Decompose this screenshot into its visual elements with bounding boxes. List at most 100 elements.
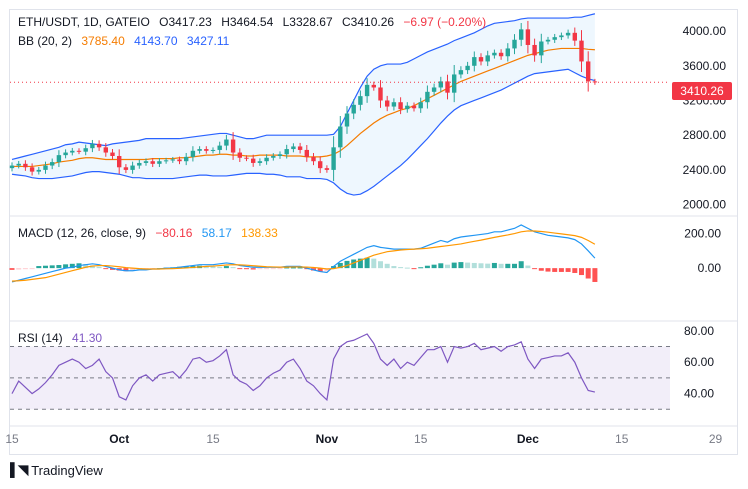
candle-body — [378, 87, 383, 101]
candle-body — [311, 156, 316, 162]
candle-body — [331, 147, 336, 170]
macd-histogram-bar — [29, 268, 35, 270]
macd-histogram-bar — [324, 268, 330, 272]
candle-body — [244, 157, 249, 159]
bb-label[interactable]: BB (20, 2) — [18, 34, 73, 48]
macd-hist-value: −80.16 — [155, 226, 193, 240]
candle-body — [16, 163, 21, 166]
macd-histogram-bar — [411, 268, 417, 270]
candle-body — [170, 159, 175, 161]
macd-histogram-bar — [357, 258, 363, 269]
macd-histogram-bar — [404, 267, 410, 269]
price-tick-label: 2000.00 — [683, 198, 727, 212]
macd-histogram-bar — [69, 263, 75, 269]
macd-histogram-bar — [257, 268, 263, 270]
symbol-label[interactable]: ETH/USDT, 1D, GATEIO — [18, 15, 150, 29]
macd-histogram-bar — [471, 262, 477, 269]
macd-histogram-bar — [532, 268, 538, 270]
last-price-tag: 3410.26 — [672, 82, 732, 100]
candle-body — [143, 161, 149, 163]
macd-label[interactable]: MACD (12, 26, close, 9) — [18, 226, 147, 240]
macd-histogram-bar — [585, 268, 591, 279]
candle-body — [472, 57, 477, 66]
candle-body — [559, 35, 564, 38]
macd-histogram-bar — [418, 267, 424, 269]
macd-histogram-bar — [36, 266, 42, 269]
macd-histogram-bar — [9, 268, 15, 270]
macd-histogram-bar — [451, 262, 457, 269]
time-tick-label: 15 — [5, 432, 19, 446]
candle-body — [519, 29, 524, 40]
macd-histogram-bar — [250, 268, 256, 270]
macd-histogram-bar — [237, 268, 243, 270]
macd-histogram-bar — [398, 267, 404, 269]
change-value: −6.97 (−0.20%) — [403, 15, 487, 29]
candle-body — [284, 149, 289, 155]
macd-histogram-bar — [378, 261, 383, 269]
high-value: H3464.54 — [221, 15, 274, 29]
candle-body — [586, 61, 591, 82]
macd-histogram-bar — [110, 268, 115, 270]
bb-upper-line — [11, 13, 596, 161]
candle-body — [505, 48, 510, 57]
rsi-label[interactable]: RSI (14) — [18, 331, 63, 345]
candle-body — [271, 156, 276, 158]
candle-body — [23, 163, 28, 168]
candle-body — [123, 167, 129, 170]
candle-body — [545, 39, 551, 42]
macd-histogram-bar — [56, 265, 62, 269]
candle-body — [445, 81, 450, 93]
time-tick-label: 15 — [414, 432, 428, 446]
candle-body — [338, 126, 343, 148]
bb-band-fill — [12, 13, 595, 196]
macd-histogram-bar — [538, 268, 544, 271]
candle-body — [304, 149, 309, 157]
candle-body — [137, 162, 142, 166]
close-value: C3410.26 — [342, 15, 395, 29]
macd-histogram-bar — [183, 266, 189, 269]
candle-body — [130, 165, 135, 170]
price-tick-label: 2400.00 — [683, 163, 727, 177]
candle-body — [532, 44, 537, 56]
macd-histogram-bar — [96, 266, 102, 269]
time-tick-label: Nov — [316, 432, 339, 446]
candle-body — [465, 65, 470, 71]
macd-histogram-bar — [364, 257, 370, 269]
price-tick-label: 3600.00 — [683, 59, 727, 73]
rsi-tick-label: 40.00 — [684, 387, 714, 401]
candle-body — [103, 147, 108, 153]
candle-body — [324, 168, 330, 170]
candle-body — [29, 167, 35, 172]
macd-histogram-bar — [22, 268, 28, 270]
candle-body — [237, 152, 242, 158]
macd-histogram-bar — [49, 265, 55, 269]
candle-body — [371, 84, 376, 88]
candle-body — [204, 149, 209, 151]
branding-text: TradingView — [31, 462, 103, 478]
bb-lower-value: 3427.11 — [186, 34, 230, 48]
candle-body — [210, 149, 216, 151]
time-tick-label: 29 — [709, 432, 723, 446]
candle-body — [431, 87, 437, 92]
macd-histogram-bar — [103, 268, 109, 270]
candle-body — [9, 165, 15, 169]
candle-body — [177, 159, 182, 162]
macd-histogram-bar — [83, 263, 89, 269]
macd-histogram-bar — [210, 266, 216, 269]
candle-body — [552, 37, 557, 40]
candle-body — [458, 70, 464, 75]
macd-histogram-bar — [391, 266, 397, 269]
candle-body — [498, 52, 504, 57]
candle-body — [251, 158, 256, 163]
price-tick-label: 4000.00 — [683, 24, 727, 38]
bb-upper-value: 4143.70 — [134, 34, 178, 48]
macd-histogram-bar — [344, 260, 350, 269]
tradingview-logo[interactable]: ▌◥ TradingView — [10, 462, 103, 478]
candle-body — [36, 169, 41, 172]
candle-body — [277, 154, 283, 157]
candle-body — [110, 152, 115, 157]
macd-histogram-bar — [458, 262, 464, 269]
rsi-value: 41.30 — [72, 331, 103, 345]
macd-histogram-bar — [270, 268, 276, 270]
